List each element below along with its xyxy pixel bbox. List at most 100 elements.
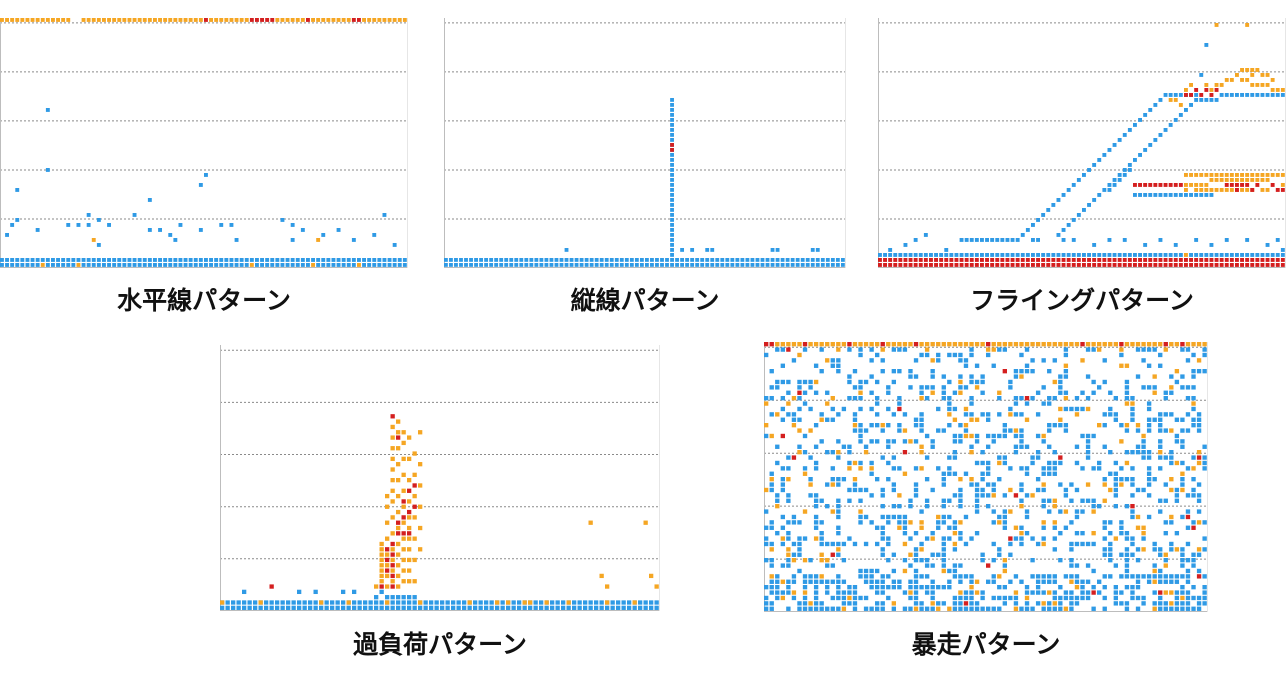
data-point [1173,253,1178,257]
data-point [1240,178,1244,182]
data-point [974,238,979,242]
data-point [291,605,296,610]
data-point [908,369,913,374]
data-point [1056,253,1061,257]
data-point [941,563,946,568]
data-point [1046,258,1051,262]
data-point [1074,595,1080,601]
data-point [479,258,484,262]
data-point [1085,541,1091,547]
data-point [1255,258,1260,262]
data-point [670,108,674,112]
data-point [1013,606,1019,611]
data-point [1148,253,1153,257]
data-point [1069,601,1074,606]
data-point [290,238,295,242]
data-point [913,547,919,552]
data-point [1024,396,1030,401]
data-point [813,423,819,428]
data-point [836,455,841,460]
data-point [390,467,395,472]
data-point [599,258,604,262]
data-point [1069,595,1074,601]
data-point [930,444,935,449]
data-point [260,18,264,22]
data-point [775,263,780,267]
data-point [1015,238,1020,242]
data-point [275,600,280,605]
data-point [1074,487,1080,493]
data-point [1184,188,1188,192]
data-point [764,401,769,406]
data-point [15,218,20,222]
data-point [1030,369,1035,374]
data-point [385,536,390,541]
data-point [1085,455,1091,460]
data-point [1250,263,1255,267]
data-point [1141,487,1146,493]
data-point [785,263,790,267]
data-point [886,595,891,601]
data-point [1092,198,1097,202]
data-point [1113,471,1118,476]
data-point [1173,93,1178,97]
data-point [997,574,1002,579]
data-point [1158,363,1163,368]
data-point [1074,514,1080,520]
data-point [1071,238,1076,242]
data-point [390,547,395,552]
data-point [1146,493,1152,498]
data-point [112,18,117,22]
data-point [183,263,188,267]
data-point [1265,83,1270,87]
data-point [947,406,952,412]
data-point [1174,579,1180,584]
data-point [1019,342,1024,347]
data-point [1002,423,1007,428]
data-point [396,446,401,451]
data-point [1008,552,1013,557]
data-point [952,541,958,547]
data-point [1196,547,1202,552]
data-point [1280,93,1285,97]
data-point [1245,183,1250,187]
data-point [1265,253,1270,257]
data-point [1013,369,1019,374]
data-point [863,568,869,574]
data-point [387,258,392,262]
data-point [986,579,991,584]
data-point [1143,183,1148,187]
data-point [939,253,944,257]
data-point [392,243,397,247]
data-point [1002,509,1007,514]
data-point [947,401,952,406]
data-point [1185,595,1191,601]
data-point [1047,498,1052,503]
data-point [489,258,494,262]
data-point [1019,396,1024,401]
data-point [402,263,407,267]
data-point [566,605,571,610]
data-point [236,605,241,610]
data-point [1063,423,1069,428]
data-point [941,390,946,395]
data-point [1035,342,1041,347]
data-point [947,396,952,401]
data-point [913,258,918,262]
data-point [990,258,995,262]
data-point [390,478,395,483]
data-point [1250,73,1255,77]
data-point [808,606,813,611]
data-point [780,379,785,385]
data-point [941,477,946,482]
data-point [1214,263,1219,267]
data-point [1066,223,1071,227]
data-point [802,595,808,601]
data-point [1189,103,1193,107]
data-point [1051,258,1056,262]
data-point [1122,253,1127,257]
data-point [449,258,453,262]
data-point [952,520,958,525]
data-point [820,258,825,262]
data-point [1030,460,1035,466]
